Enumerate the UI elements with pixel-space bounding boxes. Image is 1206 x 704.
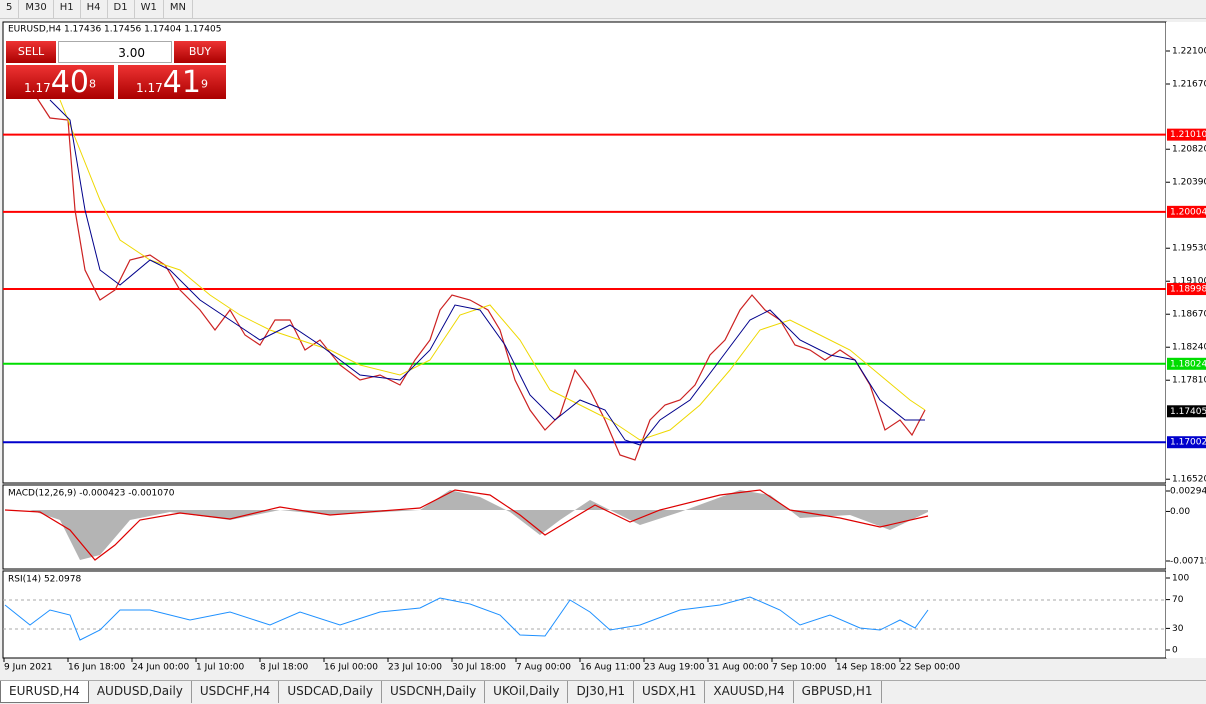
level-tag bbox=[1167, 283, 1206, 296]
rsi-tick-label: 0 bbox=[1172, 646, 1178, 656]
level-label: 1.18998 bbox=[1170, 285, 1206, 295]
price-sup: 9 bbox=[200, 77, 208, 91]
chart-tab[interactable]: USDX,H1 bbox=[634, 681, 706, 703]
price-main: 41 bbox=[162, 65, 201, 100]
macd-histogram bbox=[30, 490, 928, 560]
rsi-tick-label: 30 bbox=[1172, 624, 1184, 634]
rsi-tick-label: 70 bbox=[1172, 595, 1184, 605]
price-tick-label: 1.21670 bbox=[1172, 79, 1206, 89]
date-label: 23 Aug 19:00 bbox=[644, 663, 705, 673]
price-tick-label: 1.19530 bbox=[1172, 244, 1206, 254]
price-big: 1.17 bbox=[136, 81, 163, 95]
timeframe-button[interactable]: MN bbox=[164, 0, 193, 18]
timeframe-toolbar: 5 M30 H1 H4 D1 W1 MN bbox=[0, 0, 1206, 19]
price-path bbox=[34, 94, 926, 461]
chart: EURUSD,H4 1.17436 1.17456 1.17404 1.1740… bbox=[2, 21, 1206, 673]
macd-tick-label: -0.00715 bbox=[1170, 557, 1206, 567]
chart-tab[interactable]: XAUUSD,H4 bbox=[705, 681, 794, 703]
price-tick-label: 1.18670 bbox=[1172, 310, 1206, 320]
chart-tab[interactable]: USDCHF,H4 bbox=[192, 681, 280, 703]
date-label: 16 Jul 00:00 bbox=[324, 663, 378, 673]
timeframe-button[interactable]: D1 bbox=[108, 0, 135, 18]
date-label: 16 Aug 11:00 bbox=[580, 663, 641, 673]
timeframe-button[interactable]: M30 bbox=[19, 0, 54, 18]
rsi-line bbox=[4, 596, 929, 641]
rsi-tick-label: 100 bbox=[1172, 574, 1189, 584]
chart-tab[interactable]: EURUSD,H4 bbox=[0, 681, 89, 703]
price-sup: 8 bbox=[88, 77, 96, 91]
chart-tab[interactable]: USDCNH,Daily bbox=[382, 681, 486, 703]
macd-tick-label: 0.00 bbox=[1170, 507, 1190, 517]
chart-tab[interactable]: UKOil,Daily bbox=[485, 681, 569, 703]
chart-tabs: EURUSD,H4 AUDUSD,Daily USDCHF,H4 USDCAD,Dai… bbox=[0, 680, 1206, 703]
date-label: 8 Jul 18:00 bbox=[260, 663, 309, 673]
price-tick-label: 1.16520 bbox=[1172, 475, 1206, 485]
macd-panel bbox=[2, 484, 1167, 570]
chart-tab[interactable]: GBPUSD,H1 bbox=[794, 681, 882, 703]
level-label: 1.18024 bbox=[1170, 359, 1206, 369]
current-price-label: 1.17405 bbox=[1170, 407, 1206, 417]
moving-average bbox=[49, 99, 925, 446]
macd-label: MACD(12,26,9) -0.000423 -0.001070 bbox=[8, 489, 175, 499]
rsi-label: RSI(14) 52.0978 bbox=[8, 575, 81, 585]
date-label: 31 Aug 00:00 bbox=[708, 663, 769, 673]
date-label: 23 Jul 10:00 bbox=[388, 663, 442, 673]
date-label: 16 Jun 18:00 bbox=[68, 663, 125, 673]
price-tick-label: 1.17810 bbox=[1172, 376, 1206, 386]
macd-signal bbox=[4, 489, 929, 561]
date-label: 1 Jul 10:00 bbox=[196, 663, 245, 673]
level-tag bbox=[1167, 436, 1206, 449]
date-label: 22 Sep 00:00 bbox=[900, 663, 960, 673]
lot-input[interactable]: 3.00 bbox=[58, 41, 172, 63]
chart-tab[interactable]: USDCAD,Daily bbox=[279, 681, 382, 703]
price-big: 1.17 bbox=[24, 81, 51, 95]
level-label: 1.20004 bbox=[1170, 207, 1206, 217]
price-tick-label: 1.19100 bbox=[1172, 277, 1206, 287]
level-tag bbox=[1167, 128, 1206, 141]
date-label: 24 Jun 00:00 bbox=[132, 663, 189, 673]
timeframe-button[interactable]: W1 bbox=[135, 0, 164, 18]
date-label: 9 Jun 2021 bbox=[4, 663, 52, 673]
macd-tick-label: 0.002947 bbox=[1170, 487, 1206, 497]
price-tick-label: 1.18240 bbox=[1172, 343, 1206, 353]
price-axis bbox=[1166, 22, 1206, 658]
chart-tab[interactable]: AUDUSD,Daily bbox=[89, 681, 192, 703]
timeframe-button[interactable]: H1 bbox=[54, 0, 81, 18]
sell-button[interactable]: SELL bbox=[6, 41, 56, 63]
timeframe-button[interactable]: H4 bbox=[81, 0, 108, 18]
date-label: 14 Sep 18:00 bbox=[836, 663, 896, 673]
chart-tab[interactable]: DJ30,H1 bbox=[568, 681, 634, 703]
level-label: 1.17002 bbox=[1170, 438, 1206, 448]
current-price-tag bbox=[1167, 405, 1206, 418]
buy-price[interactable]: 1.17419 bbox=[118, 65, 226, 100]
price-tick-label: 1.22100 bbox=[1172, 47, 1206, 57]
level-tag bbox=[1167, 205, 1206, 218]
price-main: 40 bbox=[50, 65, 89, 100]
buy-button[interactable]: BUY bbox=[174, 41, 226, 63]
symbol-header: EURUSD,H4 1.17436 1.17456 1.17404 1.1740… bbox=[8, 25, 221, 35]
timeframe-button[interactable]: 5 bbox=[0, 0, 20, 18]
level-label: 1.21010 bbox=[1170, 130, 1206, 140]
moving-average bbox=[59, 99, 926, 441]
one-click-trading: SELL 3.00 BUY 1.17408 1.17419 bbox=[6, 41, 226, 100]
sell-price[interactable]: 1.17408 bbox=[6, 65, 114, 100]
price-tick-label: 1.20820 bbox=[1172, 145, 1206, 155]
date-label: 7 Sep 10:00 bbox=[772, 663, 827, 673]
rsi-panel bbox=[2, 570, 1167, 659]
level-tag bbox=[1167, 357, 1206, 370]
date-label: 7 Aug 00:00 bbox=[516, 663, 571, 673]
price-tick-label: 1.20390 bbox=[1172, 178, 1206, 188]
date-label: 30 Jul 18:00 bbox=[452, 663, 506, 673]
